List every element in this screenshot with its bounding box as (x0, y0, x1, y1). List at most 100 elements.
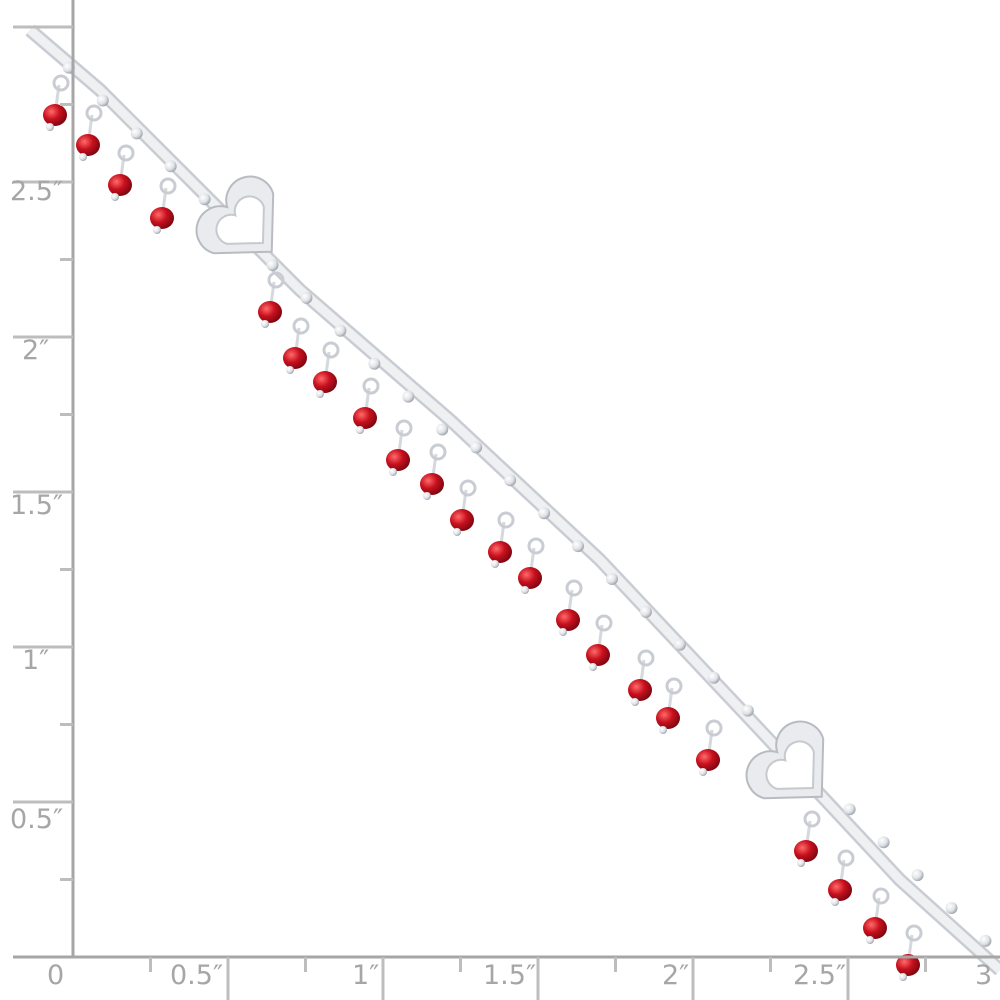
red-bead (450, 509, 474, 531)
vertical-label-2: 2″ (22, 335, 50, 366)
silver-ball (659, 726, 667, 734)
jump-ring (429, 443, 447, 461)
vertical-label-1-5: 1.5″ (10, 490, 64, 521)
jump-ring (497, 511, 515, 529)
red-bead (628, 679, 652, 701)
heart-link (745, 720, 825, 800)
jump-ring (322, 341, 340, 359)
red-bead (283, 347, 307, 369)
silver-ball (153, 226, 161, 234)
heart-link (195, 175, 275, 255)
silver-link-ball (368, 357, 381, 370)
jump-ring (803, 810, 821, 828)
jump-ring (872, 887, 890, 905)
jump-ring (159, 177, 177, 195)
red-bead (656, 707, 680, 729)
jump-ring (705, 719, 723, 737)
silver-link-ball (96, 94, 109, 107)
horizontal-label-3: 3 (975, 960, 993, 991)
silver-link-ball (436, 423, 449, 436)
jump-ring (362, 377, 380, 395)
red-bead (420, 473, 444, 495)
jump-ring (459, 479, 477, 497)
red-bead (896, 954, 920, 976)
silver-ball (797, 859, 805, 867)
silver-ball (46, 123, 54, 131)
silver-ball (79, 153, 87, 161)
silver-link-ball (843, 803, 856, 816)
silver-link-ball (639, 605, 652, 618)
red-bead (518, 567, 542, 589)
jump-ring (565, 579, 583, 597)
silver-ball (423, 492, 431, 500)
red-bead (586, 644, 610, 666)
silver-ball (589, 663, 597, 671)
red-bead (108, 174, 132, 196)
jump-ring (837, 849, 855, 867)
silver-link-ball (945, 902, 958, 914)
heart-cutout (765, 740, 815, 790)
silver-link-ball (402, 390, 415, 403)
silver-link-ball (877, 836, 890, 849)
red-bead (794, 840, 818, 862)
silver-link-ball (164, 160, 177, 173)
silver-link-ball (707, 671, 720, 684)
vertical-label-2-5: 2.5″ (10, 176, 64, 207)
silver-ball (866, 936, 874, 944)
jump-ring (527, 537, 545, 555)
horizontal-label-2-5: 2.5″ (793, 960, 847, 991)
silver-ball (491, 560, 499, 568)
silver-link-ball (572, 540, 585, 553)
silver-ball (286, 366, 294, 374)
jump-ring (665, 677, 683, 695)
horizontal-label-1-5: 1.5″ (483, 960, 537, 991)
jump-ring (395, 419, 413, 437)
silver-ball (521, 586, 529, 594)
horizontal-label-2: 2″ (662, 960, 690, 991)
silver-ball (453, 528, 461, 536)
chain (27, 26, 1000, 974)
horizontal-label-0: 0 (47, 960, 65, 991)
silver-ball (261, 320, 269, 328)
silver-link-ball (673, 638, 686, 651)
red-bead (828, 879, 852, 901)
red-bead (258, 301, 282, 323)
red-bead (353, 407, 377, 429)
jump-ring (905, 924, 923, 942)
jump-ring (637, 649, 655, 667)
silver-link-ball (606, 573, 618, 585)
red-bead (556, 609, 580, 631)
silver-link-ball (470, 441, 483, 454)
silver-ball (356, 426, 364, 434)
silver-link-ball (300, 291, 313, 304)
silver-link-ball (979, 934, 992, 947)
red-bead (313, 371, 337, 393)
jump-ring (85, 104, 103, 122)
silver-ball (631, 698, 639, 706)
silver-link-ball (266, 259, 279, 271)
red-bead (43, 104, 67, 126)
horizontal-label-1: 1″ (352, 960, 380, 991)
jump-ring (267, 271, 285, 289)
red-bead (150, 207, 174, 229)
horizontal-label-0-5: 0.5″ (170, 960, 224, 991)
silver-link-ball (911, 869, 924, 882)
silver-ball (559, 628, 567, 636)
vertical-label-0-5: 0.5″ (10, 804, 64, 835)
jump-ring (52, 74, 70, 92)
silver-ball (111, 193, 119, 201)
silver-ball (699, 768, 707, 776)
red-bead (76, 134, 100, 156)
red-bead (863, 917, 887, 939)
silver-ball (316, 390, 324, 398)
jump-ring (595, 614, 613, 632)
silver-ball (831, 898, 839, 906)
silver-link-ball (504, 474, 517, 487)
silver-ball (899, 973, 907, 981)
silver-link-ball (198, 193, 211, 206)
red-bead (386, 449, 410, 471)
jump-ring (117, 144, 135, 162)
